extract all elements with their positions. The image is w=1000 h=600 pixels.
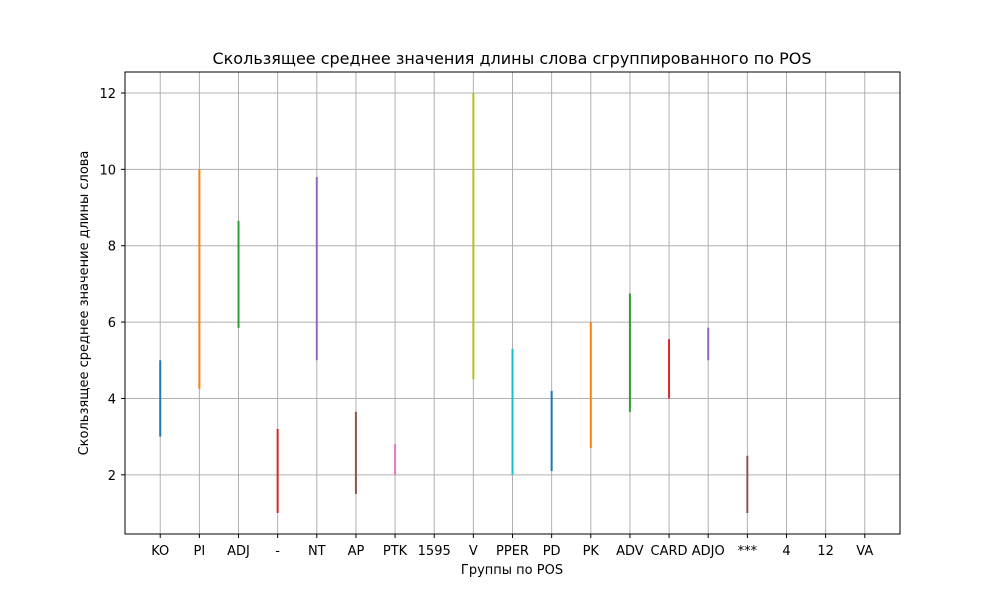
x-tick-label: PI [194,544,206,559]
x-tick-label: PD [543,544,561,559]
x-tick-label: - [275,544,280,559]
y-tick-label: 8 [108,240,116,255]
x-tick-label: KO [151,544,169,559]
axis-layer: KO PI ADJ - NT AP PTK 1595 V PPER PD PK ADV CARD ADJO *… [99,71,901,559]
x-tick-label: ADJO [692,544,725,559]
x-tick-label: ADV [616,544,644,559]
x-tick-label: PTK [383,544,408,559]
y-tick-label: 6 [108,316,116,331]
y-tick-label: 10 [99,163,116,178]
x-tick-label: CARD [651,544,688,559]
x-axis-label: Группы по POS [461,563,563,578]
x-tick-label: PK [583,544,600,559]
x-tick-label: 4 [782,544,790,559]
y-tick-label: 12 [99,87,116,102]
y-axis-label: Скользящее среднее значение длины слова [77,151,92,456]
x-tick-label: VA [856,544,873,559]
x-tick-label: NT [308,544,326,559]
x-tick-label: 12 [817,544,834,559]
x-tick-label: 1595 [418,544,451,559]
x-tick-label: AP [348,544,365,559]
y-tick-label: 2 [108,469,116,484]
series-layer [159,93,749,513]
x-tick-label: ADJ [227,544,250,559]
x-tick-label: PPER [496,544,529,559]
plot-frame [124,71,901,535]
chart-title: Скользящее среднее значения длины слова … [212,49,811,68]
y-tick-label: 4 [108,392,116,407]
x-tick-label: *** [738,544,758,559]
x-tick-label: V [469,544,478,559]
